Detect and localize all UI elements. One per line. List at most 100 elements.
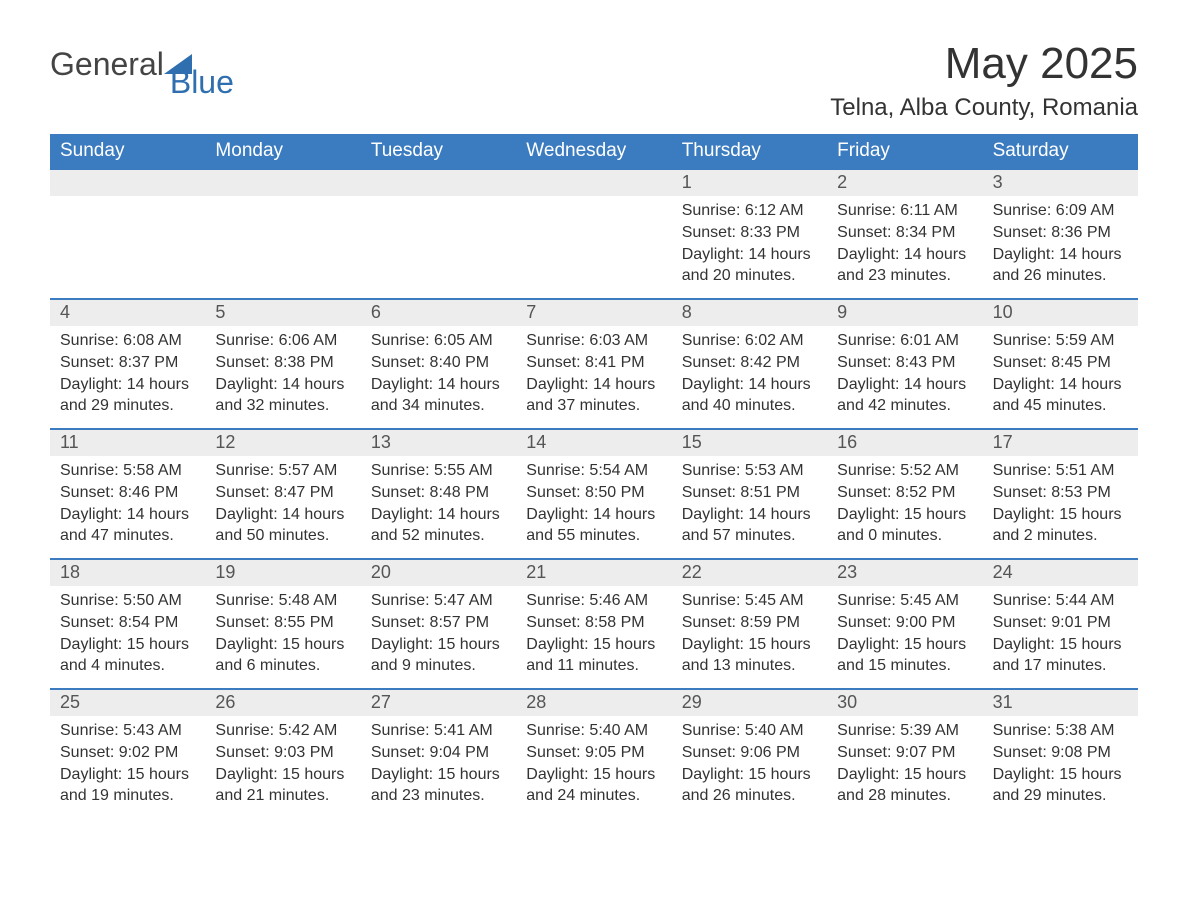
day-body: Sunrise: 5:44 AMSunset: 9:01 PMDaylight:… xyxy=(983,586,1138,682)
sunset-line: Sunset: 9:07 PM xyxy=(837,742,972,764)
dow-cell: Friday xyxy=(827,134,982,170)
daylight-line: Daylight: 14 hours and 57 minutes. xyxy=(682,504,817,547)
day-number: 21 xyxy=(516,560,671,586)
day-cell xyxy=(516,170,671,298)
sunrise-line: Sunrise: 5:47 AM xyxy=(371,590,506,612)
day-cell xyxy=(205,170,360,298)
daylight-line: Daylight: 15 hours and 29 minutes. xyxy=(993,764,1128,807)
day-body: Sunrise: 6:05 AMSunset: 8:40 PMDaylight:… xyxy=(361,326,516,422)
day-body: Sunrise: 6:08 AMSunset: 8:37 PMDaylight:… xyxy=(50,326,205,422)
daylight-line: Daylight: 14 hours and 29 minutes. xyxy=(60,374,195,417)
sunset-line: Sunset: 8:38 PM xyxy=(215,352,350,374)
sunrise-line: Sunrise: 5:40 AM xyxy=(682,720,817,742)
daylight-line: Daylight: 15 hours and 19 minutes. xyxy=(60,764,195,807)
day-body: Sunrise: 5:46 AMSunset: 8:58 PMDaylight:… xyxy=(516,586,671,682)
dow-cell: Wednesday xyxy=(516,134,671,170)
sunrise-line: Sunrise: 5:46 AM xyxy=(526,590,661,612)
day-cell: 3Sunrise: 6:09 AMSunset: 8:36 PMDaylight… xyxy=(983,170,1138,298)
day-body: Sunrise: 5:51 AMSunset: 8:53 PMDaylight:… xyxy=(983,456,1138,552)
sunrise-line: Sunrise: 5:44 AM xyxy=(993,590,1128,612)
sunset-line: Sunset: 8:55 PM xyxy=(215,612,350,634)
daylight-line: Daylight: 15 hours and 2 minutes. xyxy=(993,504,1128,547)
day-body: Sunrise: 5:48 AMSunset: 8:55 PMDaylight:… xyxy=(205,586,360,682)
sunrise-line: Sunrise: 6:08 AM xyxy=(60,330,195,352)
sunrise-line: Sunrise: 6:02 AM xyxy=(682,330,817,352)
day-body: Sunrise: 6:06 AMSunset: 8:38 PMDaylight:… xyxy=(205,326,360,422)
sunset-line: Sunset: 9:00 PM xyxy=(837,612,972,634)
day-body: Sunrise: 5:53 AMSunset: 8:51 PMDaylight:… xyxy=(672,456,827,552)
sunrise-line: Sunrise: 5:40 AM xyxy=(526,720,661,742)
day-body: Sunrise: 5:43 AMSunset: 9:02 PMDaylight:… xyxy=(50,716,205,812)
day-cell: 27Sunrise: 5:41 AMSunset: 9:04 PMDayligh… xyxy=(361,690,516,818)
day-cell: 6Sunrise: 6:05 AMSunset: 8:40 PMDaylight… xyxy=(361,300,516,428)
day-number: 24 xyxy=(983,560,1138,586)
sunrise-line: Sunrise: 5:42 AM xyxy=(215,720,350,742)
day-body: Sunrise: 5:45 AMSunset: 8:59 PMDaylight:… xyxy=(672,586,827,682)
daylight-line: Daylight: 15 hours and 0 minutes. xyxy=(837,504,972,547)
header: General Blue May 2025 Telna, Alba County… xyxy=(50,40,1138,122)
daylight-line: Daylight: 15 hours and 9 minutes. xyxy=(371,634,506,677)
day-number: 2 xyxy=(827,170,982,196)
sunset-line: Sunset: 9:08 PM xyxy=(993,742,1128,764)
daylight-line: Daylight: 14 hours and 32 minutes. xyxy=(215,374,350,417)
day-cell: 12Sunrise: 5:57 AMSunset: 8:47 PMDayligh… xyxy=(205,430,360,558)
day-number: 6 xyxy=(361,300,516,326)
day-number: 3 xyxy=(983,170,1138,196)
daylight-line: Daylight: 14 hours and 45 minutes. xyxy=(993,374,1128,417)
day-cell: 7Sunrise: 6:03 AMSunset: 8:41 PMDaylight… xyxy=(516,300,671,428)
day-body: Sunrise: 5:42 AMSunset: 9:03 PMDaylight:… xyxy=(205,716,360,812)
day-number: 27 xyxy=(361,690,516,716)
day-cell xyxy=(361,170,516,298)
empty-day-header xyxy=(361,170,516,196)
sunrise-line: Sunrise: 5:43 AM xyxy=(60,720,195,742)
day-cell: 16Sunrise: 5:52 AMSunset: 8:52 PMDayligh… xyxy=(827,430,982,558)
day-cell: 1Sunrise: 6:12 AMSunset: 8:33 PMDaylight… xyxy=(672,170,827,298)
day-cell: 28Sunrise: 5:40 AMSunset: 9:05 PMDayligh… xyxy=(516,690,671,818)
sunrise-line: Sunrise: 5:50 AM xyxy=(60,590,195,612)
sunrise-line: Sunrise: 6:06 AM xyxy=(215,330,350,352)
day-number: 31 xyxy=(983,690,1138,716)
day-cell: 10Sunrise: 5:59 AMSunset: 8:45 PMDayligh… xyxy=(983,300,1138,428)
sunrise-line: Sunrise: 5:54 AM xyxy=(526,460,661,482)
day-body: Sunrise: 6:09 AMSunset: 8:36 PMDaylight:… xyxy=(983,196,1138,292)
day-body: Sunrise: 5:58 AMSunset: 8:46 PMDaylight:… xyxy=(50,456,205,552)
day-cell: 13Sunrise: 5:55 AMSunset: 8:48 PMDayligh… xyxy=(361,430,516,558)
day-number: 11 xyxy=(50,430,205,456)
day-number: 29 xyxy=(672,690,827,716)
day-body: Sunrise: 6:01 AMSunset: 8:43 PMDaylight:… xyxy=(827,326,982,422)
day-number: 25 xyxy=(50,690,205,716)
daylight-line: Daylight: 15 hours and 26 minutes. xyxy=(682,764,817,807)
day-body: Sunrise: 5:38 AMSunset: 9:08 PMDaylight:… xyxy=(983,716,1138,812)
daylight-line: Daylight: 15 hours and 21 minutes. xyxy=(215,764,350,807)
sunset-line: Sunset: 8:34 PM xyxy=(837,222,972,244)
sunrise-line: Sunrise: 5:59 AM xyxy=(993,330,1128,352)
day-cell: 8Sunrise: 6:02 AMSunset: 8:42 PMDaylight… xyxy=(672,300,827,428)
day-number: 16 xyxy=(827,430,982,456)
empty-day-header xyxy=(205,170,360,196)
title-block: May 2025 Telna, Alba County, Romania xyxy=(830,40,1138,122)
day-cell: 25Sunrise: 5:43 AMSunset: 9:02 PMDayligh… xyxy=(50,690,205,818)
day-number: 26 xyxy=(205,690,360,716)
day-body: Sunrise: 5:52 AMSunset: 8:52 PMDaylight:… xyxy=(827,456,982,552)
sunset-line: Sunset: 8:50 PM xyxy=(526,482,661,504)
day-cell: 2Sunrise: 6:11 AMSunset: 8:34 PMDaylight… xyxy=(827,170,982,298)
daylight-line: Daylight: 15 hours and 11 minutes. xyxy=(526,634,661,677)
day-body: Sunrise: 5:45 AMSunset: 9:00 PMDaylight:… xyxy=(827,586,982,682)
day-number: 12 xyxy=(205,430,360,456)
day-cell: 5Sunrise: 6:06 AMSunset: 8:38 PMDaylight… xyxy=(205,300,360,428)
month-title: May 2025 xyxy=(830,40,1138,88)
day-body: Sunrise: 5:54 AMSunset: 8:50 PMDaylight:… xyxy=(516,456,671,552)
sunset-line: Sunset: 8:42 PM xyxy=(682,352,817,374)
day-body: Sunrise: 6:02 AMSunset: 8:42 PMDaylight:… xyxy=(672,326,827,422)
day-cell: 4Sunrise: 6:08 AMSunset: 8:37 PMDaylight… xyxy=(50,300,205,428)
sunset-line: Sunset: 8:54 PM xyxy=(60,612,195,634)
daylight-line: Daylight: 14 hours and 50 minutes. xyxy=(215,504,350,547)
day-number: 10 xyxy=(983,300,1138,326)
day-number: 9 xyxy=(827,300,982,326)
logo: General Blue xyxy=(50,40,262,80)
sunset-line: Sunset: 8:37 PM xyxy=(60,352,195,374)
logo-text-blue: Blue xyxy=(170,66,234,98)
day-number: 23 xyxy=(827,560,982,586)
day-body: Sunrise: 5:40 AMSunset: 9:06 PMDaylight:… xyxy=(672,716,827,812)
day-cell: 30Sunrise: 5:39 AMSunset: 9:07 PMDayligh… xyxy=(827,690,982,818)
